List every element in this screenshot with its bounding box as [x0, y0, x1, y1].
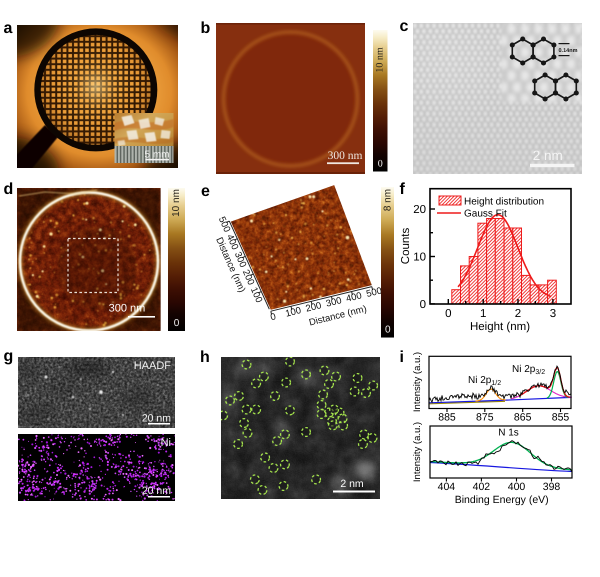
svg-text:Binding Energy (eV): Binding Energy (eV) — [455, 494, 549, 506]
svg-text:10 nm: 10 nm — [375, 47, 386, 73]
svg-text:300: 300 — [325, 295, 343, 310]
svg-text:Counts: Counts — [400, 228, 412, 265]
svg-text:20: 20 — [413, 204, 426, 216]
svg-text:0: 0 — [174, 318, 180, 329]
svg-text:500: 500 — [365, 285, 383, 300]
svg-text:404: 404 — [438, 481, 456, 493]
svg-text:5 mm: 5 mm — [145, 150, 170, 161]
svg-text:Ni: Ni — [161, 437, 171, 449]
svg-text:Ni 2p1/2: Ni 2p1/2 — [468, 375, 501, 387]
svg-text:Height distribution: Height distribution — [464, 197, 544, 208]
svg-text:10: 10 — [413, 252, 426, 264]
svg-text:300 nm: 300 nm — [328, 150, 363, 162]
svg-text:300 nm: 300 nm — [109, 302, 146, 314]
svg-text:100: 100 — [284, 305, 302, 320]
svg-text:Intensity (a.u.): Intensity (a.u.) — [412, 422, 423, 482]
svg-text:0: 0 — [445, 308, 451, 320]
svg-text:20 nm: 20 nm — [142, 485, 171, 497]
svg-text:0.14nm: 0.14nm — [559, 48, 578, 54]
svg-text:8 nm: 8 nm — [382, 189, 393, 211]
svg-text:Gauss Fit: Gauss Fit — [464, 209, 507, 220]
svg-text:885: 885 — [438, 412, 456, 424]
svg-text:400: 400 — [508, 481, 526, 493]
svg-text:Intensity (a.u.): Intensity (a.u.) — [412, 352, 423, 412]
svg-text:0: 0 — [269, 311, 277, 323]
svg-text:402: 402 — [473, 481, 491, 493]
svg-text:0: 0 — [385, 325, 391, 336]
svg-text:2 nm: 2 nm — [340, 478, 364, 490]
svg-text:1: 1 — [480, 308, 486, 320]
svg-text:Ni 2p3/2: Ni 2p3/2 — [512, 364, 545, 376]
svg-text:200: 200 — [305, 300, 323, 315]
svg-text:0: 0 — [378, 159, 383, 170]
svg-text:10 nm: 10 nm — [171, 189, 182, 217]
svg-text:3: 3 — [550, 308, 556, 320]
svg-text:875: 875 — [476, 412, 494, 424]
svg-text:N 1s: N 1s — [498, 428, 519, 439]
svg-text:398: 398 — [543, 481, 561, 493]
svg-text:500: 500 — [216, 215, 232, 234]
svg-text:400: 400 — [345, 290, 363, 305]
svg-text:0: 0 — [420, 299, 426, 311]
svg-text:Height (nm): Height (nm) — [470, 321, 530, 333]
svg-text:2 nm: 2 nm — [533, 148, 563, 163]
svg-text:855: 855 — [552, 412, 570, 424]
svg-text:20 nm: 20 nm — [142, 413, 171, 425]
svg-text:HAADF: HAADF — [134, 360, 172, 372]
svg-text:865: 865 — [514, 412, 532, 424]
svg-text:2: 2 — [515, 308, 521, 320]
